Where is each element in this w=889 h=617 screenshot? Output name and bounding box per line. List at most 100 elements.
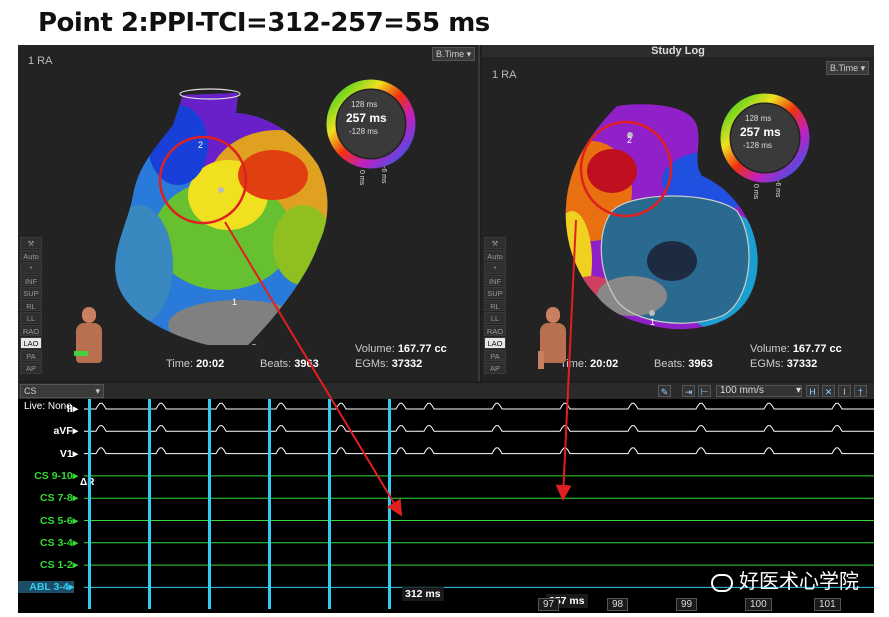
beat-number: 99 [676,598,698,611]
time-stat: Time: 20:02 [560,358,619,370]
view-tool-lao[interactable]: LAO [484,337,506,349]
sweep-speed-dropdown[interactable]: 100 mm/s ▾ [716,385,802,397]
electrogram-pane[interactable]: CS ▾ ✎ ⇥ ⊢ 100 mm/s ▾ H ✕ I † Live: None Δ… [18,383,874,613]
channel-label-cs-1-2[interactable]: CS 1-2▸ [40,559,78,572]
beat-number: 97 [538,598,560,611]
trace-ii [84,402,874,410]
wechat-icon [711,573,733,592]
watermark-text: 好医术心学院 [739,569,859,593]
view-tool-sup[interactable]: SUP [20,287,42,299]
legend-top: 128 ms [351,100,378,109]
map-type-dropdown[interactable]: B.Time ▾ [432,47,476,61]
view-tool-ap[interactable]: AP [484,362,506,374]
channel-label-ii[interactable]: II▸ [66,403,78,415]
point-label-2: 2 [627,135,633,145]
hammer-icon[interactable]: ⚒ [20,237,42,249]
channel-label-cs-3-4[interactable]: CS 3-4▸ [40,536,78,549]
view-tool-auto[interactable]: Auto [484,249,506,261]
annotate-icon[interactable]: ✎ [658,385,671,397]
zoom-in-icon[interactable]: † [854,385,867,397]
delta-r-label: ΔR [80,477,95,488]
map-label: 1 RA [28,55,53,67]
time-stat: Time: 20:02 [166,358,225,370]
region-circle-left [158,135,248,225]
channel-label-avf[interactable]: aVF▸ [53,425,78,438]
trace-source-dropdown[interactable]: CS ▾ [20,384,104,398]
live-label: Live: None [24,401,72,412]
study-log-title: Study Log [482,45,874,57]
view-tool-ap[interactable]: AP [20,362,42,374]
right-map-panel[interactable]: Study Log 1 RA B.Time ▾ 2 [482,45,874,381]
view-tool-auto[interactable]: Auto [20,249,42,261]
channel-label-v1[interactable]: V1▸ [59,447,78,460]
activation-map-right[interactable] [552,101,772,331]
point-label-1: 1 [650,317,656,327]
beat-number: 98 [607,598,629,611]
legend-right-tick: -6 ms [774,180,781,198]
view-tool-pa[interactable]: PA [484,349,506,361]
view-tool-rl[interactable]: RL [20,299,42,311]
caliper-icon[interactable]: ⊢ [698,385,711,397]
legend-bottom: -128 ms [349,127,378,136]
color-scale-legend [326,79,416,169]
map-label: 1 RA [492,69,517,81]
view-tool-inf[interactable]: INF [484,274,506,286]
marker-icon[interactable]: ⇥ [682,385,695,397]
region-circle-right [579,120,673,218]
view-tool-ll[interactable]: LL [484,312,506,324]
ppi-measurement: 312 ms [402,587,444,601]
color-scale-legend [720,93,810,183]
pacing-spike [268,399,271,609]
trace-v1 [84,447,874,455]
zoom-v-icon[interactable]: I [838,385,851,397]
view-tool-sup[interactable]: SUP [484,287,506,299]
dropdown-value: B.Time [830,63,859,73]
beats-stat: Beats: 3963 [260,358,319,370]
dropdown-value: B.Time [436,49,465,59]
volume-stat: Volume: 167.77 cc [355,343,447,355]
zoom-out-icon[interactable]: ✕ [822,385,835,397]
view-tool-rao[interactable]: RAO [20,324,42,336]
channel-label-abl-3-4[interactable]: ABL 3-4▸ [18,581,74,594]
carto-window: 1 RA B.Time ▾ 2 1 [18,45,874,613]
channel-label-cs-9-10[interactable]: CS 9-10▸ [34,469,78,482]
legend-top: 128 ms [745,114,772,123]
legend-right-tick: -6 ms [380,166,387,184]
beat-number: 100 [745,598,772,611]
view-toolbar-left: ⚒ Auto * INF SUP RL LL RAO LAO PA AP [20,237,42,374]
trace-avf [84,425,874,432]
view-tool-lao[interactable]: LAO [20,337,42,349]
left-map-panel[interactable]: 1 RA B.Time ▾ 2 1 [18,45,480,381]
torso-orientation-icon[interactable] [74,307,104,367]
pacing-spike [88,399,91,609]
egms-stat: EGMs: 37332 [355,358,423,370]
view-tool-rl[interactable]: RL [484,299,506,311]
zoom-h-icon[interactable]: H [806,385,819,397]
speed-value: 100 mm/s [720,385,764,396]
view-tool-inf[interactable]: INF [20,274,42,286]
point-label-2: 2 [198,140,204,150]
pacing-spike [388,399,391,609]
channel-label-cs-7-8[interactable]: CS 7-8▸ [40,492,78,505]
slide-title: Point 2:PPI-TCI=312-257=55 ms [38,8,490,38]
pacing-spike [208,399,211,609]
view-tool-star[interactable]: * [20,262,42,274]
watermark: 好医术心学院 [711,565,859,594]
legend-center: 257 ms [740,125,781,139]
egms-stat: EGMs: 37332 [750,358,818,370]
view-tool-ll[interactable]: LL [20,312,42,324]
view-tool-star[interactable]: * [484,262,506,274]
beats-stat: Beats: 3963 [654,358,713,370]
torso-orientation-icon[interactable] [538,307,568,369]
beat-number: 101 [814,598,841,611]
view-tool-pa[interactable]: PA [20,349,42,361]
hammer-icon[interactable]: ⚒ [484,237,506,249]
legend-center: 257 ms [346,111,387,125]
map-type-dropdown[interactable]: B.Time ▾ [826,61,870,75]
channel-label-cs-5-6[interactable]: CS 5-6▸ [40,514,78,527]
legend-bottom: -128 ms [743,141,772,150]
dropdown-value: CS [24,386,37,396]
trace-toolbar: CS ▾ ✎ ⇥ ⊢ 100 mm/s ▾ H ✕ I † [18,383,874,399]
view-tool-rao[interactable]: RAO [484,324,506,336]
legend-left-tick: 0 ms [358,170,365,186]
